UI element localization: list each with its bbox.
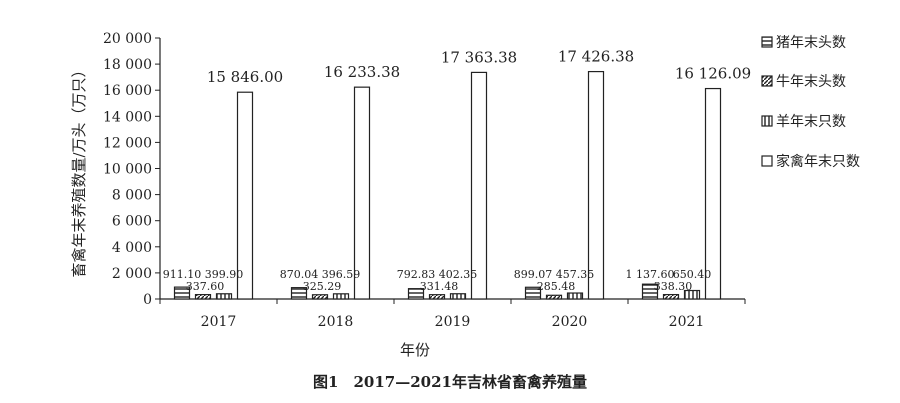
data-label: 285.48 bbox=[537, 280, 576, 293]
legend-swatch bbox=[761, 36, 773, 48]
y-tick-label: 4 000 bbox=[112, 240, 152, 256]
legend-swatch bbox=[761, 75, 773, 87]
y-tick-label: 12 000 bbox=[103, 135, 152, 151]
data-label: 899.07 bbox=[514, 268, 553, 281]
y-tick-label: 16 000 bbox=[103, 83, 152, 99]
x-tick-label: 2019 bbox=[435, 314, 471, 330]
bar-2020-series-3 bbox=[566, 292, 584, 300]
bar-2017-series-2 bbox=[194, 293, 212, 300]
y-tick-label: 0 bbox=[143, 292, 152, 308]
data-label: 15 846.00 bbox=[207, 68, 283, 86]
x-axis-title: 年份 bbox=[400, 341, 430, 359]
data-label: 396.59 bbox=[322, 268, 361, 281]
bar-2018-series-2 bbox=[311, 294, 329, 300]
legend-label: 家禽年末只数 bbox=[776, 153, 860, 170]
chart-bars bbox=[173, 70, 722, 300]
bar-2018-series-3 bbox=[332, 293, 350, 300]
bar-2020-series-2 bbox=[545, 294, 563, 300]
bar-2021-series-4 bbox=[704, 87, 722, 300]
data-label: 338.30 bbox=[654, 280, 693, 293]
chart-axes: 0 2 000 4 000 6 000 8 000 10 000 12 000 14 000 1… bbox=[103, 31, 746, 330]
bar-2021-series-1 bbox=[641, 283, 659, 300]
y-tick-label: 14 000 bbox=[103, 109, 152, 125]
y-tick-label: 10 000 bbox=[103, 162, 152, 178]
bar-2020-series-1 bbox=[524, 286, 542, 300]
bar-2021-series-2 bbox=[662, 293, 680, 300]
y-tick-label: 6 000 bbox=[112, 214, 152, 230]
y-tick-label: 8 000 bbox=[112, 188, 152, 204]
bar-2021-series-3 bbox=[683, 289, 701, 300]
legend-label: 羊年末只数 bbox=[776, 114, 846, 130]
x-tick-label: 2018 bbox=[318, 314, 354, 330]
legend-label: 猪年末头数 bbox=[776, 35, 846, 51]
y-axis-title: 畜禽年末养殖数量/万头（万只） bbox=[70, 62, 88, 277]
data-label: 16 126.09 bbox=[675, 65, 751, 83]
data-label: 331.48 bbox=[420, 280, 459, 293]
data-label: 870.04 bbox=[280, 268, 319, 281]
data-label: 399.90 bbox=[205, 268, 244, 281]
data-label: 911.10 bbox=[163, 268, 202, 281]
x-tick-label: 2021 bbox=[669, 314, 705, 330]
data-label: 337.60 bbox=[186, 280, 225, 293]
bar-2017-series-1 bbox=[173, 286, 191, 300]
legend-swatch bbox=[761, 115, 773, 127]
data-label: 17 426.38 bbox=[558, 48, 634, 66]
y-tick-label: 2 000 bbox=[112, 266, 152, 282]
bar-2018-series-4 bbox=[353, 86, 371, 300]
bar-2019-series-2 bbox=[428, 294, 446, 300]
data-label: 1 137.60 bbox=[626, 268, 675, 281]
figure-caption: 图1 2017—2021年吉林省畜禽养殖量 bbox=[313, 373, 587, 391]
data-label: 457.35 bbox=[556, 268, 595, 281]
bar-2018-series-1 bbox=[290, 287, 308, 300]
data-label: 17 363.38 bbox=[441, 48, 517, 66]
y-tick-label: 18 000 bbox=[103, 57, 152, 73]
bar-2017-series-4 bbox=[236, 91, 254, 300]
x-tick-label: 2017 bbox=[201, 314, 237, 330]
bar-2019-series-1 bbox=[407, 288, 425, 300]
data-label: 402.35 bbox=[439, 268, 478, 281]
legend-swatch bbox=[761, 155, 773, 167]
bar-2017-series-3 bbox=[215, 293, 233, 300]
data-label: 650.40 bbox=[673, 268, 712, 281]
data-label: 16 233.38 bbox=[324, 63, 400, 81]
legend-label: 牛年末头数 bbox=[776, 74, 846, 90]
data-label: 325.29 bbox=[303, 280, 342, 293]
bar-2019-series-4 bbox=[470, 71, 488, 300]
data-label: 792.83 bbox=[397, 268, 436, 281]
bar-2020-series-4 bbox=[587, 70, 605, 300]
bar-2019-series-3 bbox=[449, 293, 467, 300]
chart-data-labels: 911.10 870.04 792.83 899.07 1 137.60 337.60 32… bbox=[163, 48, 751, 293]
x-tick-label: 2020 bbox=[552, 314, 588, 330]
y-tick-label: 20 000 bbox=[103, 31, 152, 47]
